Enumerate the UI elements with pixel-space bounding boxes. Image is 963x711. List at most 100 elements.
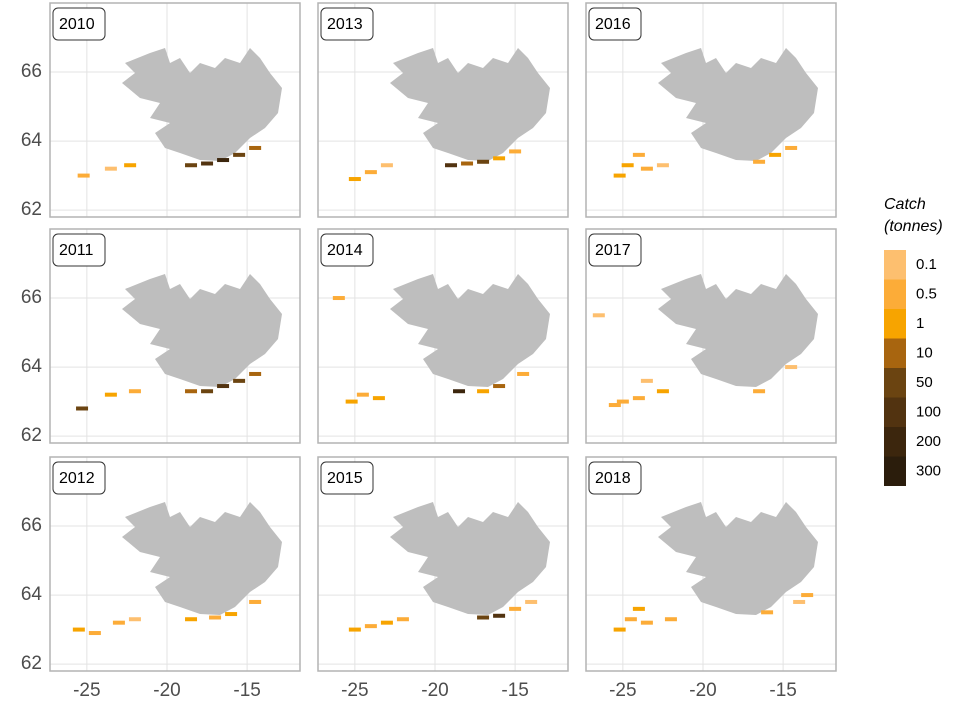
catch-cell bbox=[77, 173, 90, 178]
catch-cell bbox=[509, 149, 522, 154]
catch-cell bbox=[356, 392, 369, 397]
catch-cell bbox=[785, 145, 798, 150]
panel-border bbox=[317, 456, 569, 672]
catch-cell bbox=[72, 627, 85, 632]
facet-label: 2016 bbox=[595, 16, 631, 33]
x-tick-label: -25 bbox=[73, 680, 100, 701]
panel-border bbox=[49, 2, 301, 218]
catch-cell bbox=[493, 613, 506, 618]
facet-label-box bbox=[52, 233, 106, 267]
legend-swatch bbox=[884, 397, 906, 427]
facet-label: 2017 bbox=[595, 242, 631, 259]
catch-cell bbox=[217, 158, 230, 163]
catch-cell bbox=[185, 163, 198, 168]
legend-swatch bbox=[884, 250, 906, 280]
x-tick-label: -15 bbox=[769, 680, 796, 701]
catch-cell bbox=[608, 403, 621, 408]
panel-border bbox=[49, 456, 301, 672]
facet-label-box bbox=[320, 461, 374, 495]
facet-panel: 2013 bbox=[317, 2, 569, 218]
catch-cell bbox=[461, 161, 474, 166]
catch-cell bbox=[249, 599, 262, 604]
legend-swatch bbox=[884, 456, 906, 486]
facet-panel: 2011 bbox=[49, 228, 301, 444]
facet-label: 2014 bbox=[327, 242, 363, 259]
catch-cell bbox=[632, 152, 645, 157]
catch-cell bbox=[632, 606, 645, 611]
catch-cell bbox=[104, 392, 117, 397]
y-tick-label: 66 bbox=[21, 61, 42, 82]
catch-cell bbox=[453, 389, 466, 394]
y-tick-label: 62 bbox=[21, 653, 42, 674]
catch-cell bbox=[785, 365, 798, 370]
x-tick-label: -25 bbox=[341, 680, 368, 701]
catch-cell bbox=[477, 615, 490, 620]
facet-panel: 2018 bbox=[585, 456, 837, 672]
catch-cell bbox=[656, 163, 669, 168]
facet-panel: 2014 bbox=[317, 228, 569, 444]
catch-cell bbox=[380, 163, 393, 168]
catch-cell bbox=[185, 389, 198, 394]
facet-label-box bbox=[588, 461, 642, 495]
catch-cell bbox=[217, 384, 230, 389]
y-tick-label: 66 bbox=[21, 515, 42, 536]
facet-panel: 2015 bbox=[317, 456, 569, 672]
catch-cell bbox=[249, 145, 262, 150]
facet-panel: 2012 bbox=[49, 456, 301, 672]
legend-swatch bbox=[884, 427, 906, 457]
catch-cell bbox=[201, 389, 214, 394]
catch-cell bbox=[769, 152, 782, 157]
catch-cell bbox=[509, 606, 522, 611]
catch-cell bbox=[477, 389, 490, 394]
legend-label: 50 bbox=[916, 374, 933, 391]
catch-cell bbox=[445, 163, 458, 168]
catch-cell bbox=[624, 617, 637, 622]
facet-label-box bbox=[320, 233, 374, 267]
facet-panel: 2017 bbox=[585, 228, 837, 444]
x-tick-label: -20 bbox=[689, 680, 716, 701]
catch-cell bbox=[761, 610, 774, 615]
catch-cell bbox=[664, 617, 677, 622]
facet-label: 2011 bbox=[59, 242, 94, 259]
catch-cell bbox=[364, 170, 377, 175]
catch-cell bbox=[233, 152, 246, 157]
catch-cell bbox=[640, 620, 653, 625]
legend-swatch bbox=[884, 309, 906, 339]
catch-cell bbox=[477, 159, 490, 164]
panel-border bbox=[317, 2, 569, 218]
legend-swatch bbox=[884, 338, 906, 368]
legend-label: 0.5 bbox=[916, 285, 937, 302]
facet-label-box bbox=[588, 233, 642, 267]
legend-label: 200 bbox=[916, 433, 941, 450]
facet-label: 2015 bbox=[327, 470, 363, 487]
facet-label: 2010 bbox=[59, 16, 95, 33]
facet-panel: 2016 bbox=[585, 2, 837, 218]
facet-label-box bbox=[588, 7, 642, 41]
panel-border bbox=[317, 228, 569, 444]
x-tick-label: -15 bbox=[501, 680, 528, 701]
panel-border bbox=[585, 456, 837, 672]
y-tick-label: 62 bbox=[21, 425, 42, 446]
legend-label: 10 bbox=[916, 344, 933, 361]
y-tick-label: 64 bbox=[21, 584, 43, 605]
catch-cell bbox=[613, 173, 626, 178]
catch-cell bbox=[112, 620, 125, 625]
panel-border bbox=[585, 228, 837, 444]
facet-label: 2013 bbox=[327, 16, 363, 33]
facet-label: 2012 bbox=[59, 470, 95, 487]
y-tick-label: 64 bbox=[21, 130, 43, 151]
catch-cell bbox=[380, 620, 393, 625]
catch-cell bbox=[104, 166, 117, 171]
catch-cell bbox=[396, 617, 409, 622]
catch-cell bbox=[517, 371, 530, 376]
facet-label-box bbox=[52, 461, 106, 495]
catch-cell bbox=[225, 612, 238, 617]
catch-cell bbox=[348, 177, 361, 182]
catch-cell bbox=[185, 617, 198, 622]
catch-cell bbox=[621, 163, 634, 168]
legend-swatch bbox=[884, 279, 906, 309]
catch-cell bbox=[124, 163, 137, 168]
catch-cell bbox=[372, 396, 385, 401]
legend-swatch bbox=[884, 368, 906, 398]
